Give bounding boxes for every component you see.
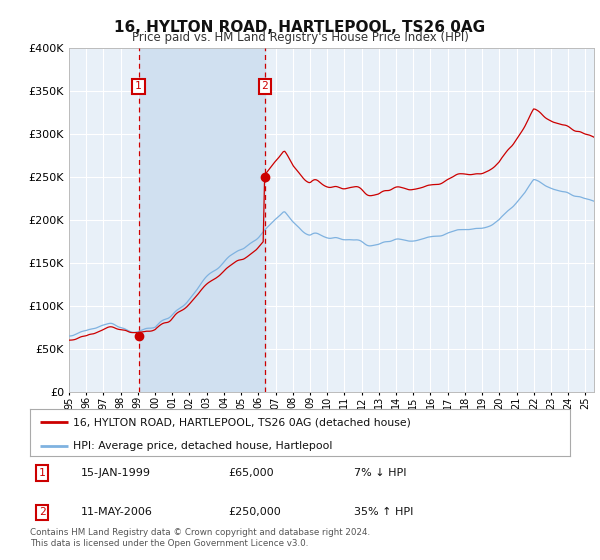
Bar [139, 48, 265, 392]
Text: HPI: Average price, detached house, Hartlepool: HPI: Average price, detached house, Hart… [73, 441, 332, 451]
Text: £65,000: £65,000 [228, 468, 274, 478]
Text: 2: 2 [262, 81, 268, 91]
Text: 1: 1 [38, 468, 46, 478]
Text: 7% ↓ HPI: 7% ↓ HPI [354, 468, 407, 478]
Text: 16, HYLTON ROAD, HARTLEPOOL, TS26 0AG: 16, HYLTON ROAD, HARTLEPOOL, TS26 0AG [115, 20, 485, 35]
Text: 35% ↑ HPI: 35% ↑ HPI [354, 507, 413, 517]
Text: 11-MAY-2006: 11-MAY-2006 [81, 507, 153, 517]
Text: Contains HM Land Registry data © Crown copyright and database right 2024.
This d: Contains HM Land Registry data © Crown c… [30, 528, 370, 548]
Text: 15-JAN-1999: 15-JAN-1999 [81, 468, 151, 478]
Text: 2: 2 [38, 507, 46, 517]
Text: £250,000: £250,000 [228, 507, 281, 517]
Text: Price paid vs. HM Land Registry's House Price Index (HPI): Price paid vs. HM Land Registry's House … [131, 31, 469, 44]
Text: 1: 1 [135, 81, 142, 91]
Text: 16, HYLTON ROAD, HARTLEPOOL, TS26 0AG (detached house): 16, HYLTON ROAD, HARTLEPOOL, TS26 0AG (d… [73, 417, 411, 427]
